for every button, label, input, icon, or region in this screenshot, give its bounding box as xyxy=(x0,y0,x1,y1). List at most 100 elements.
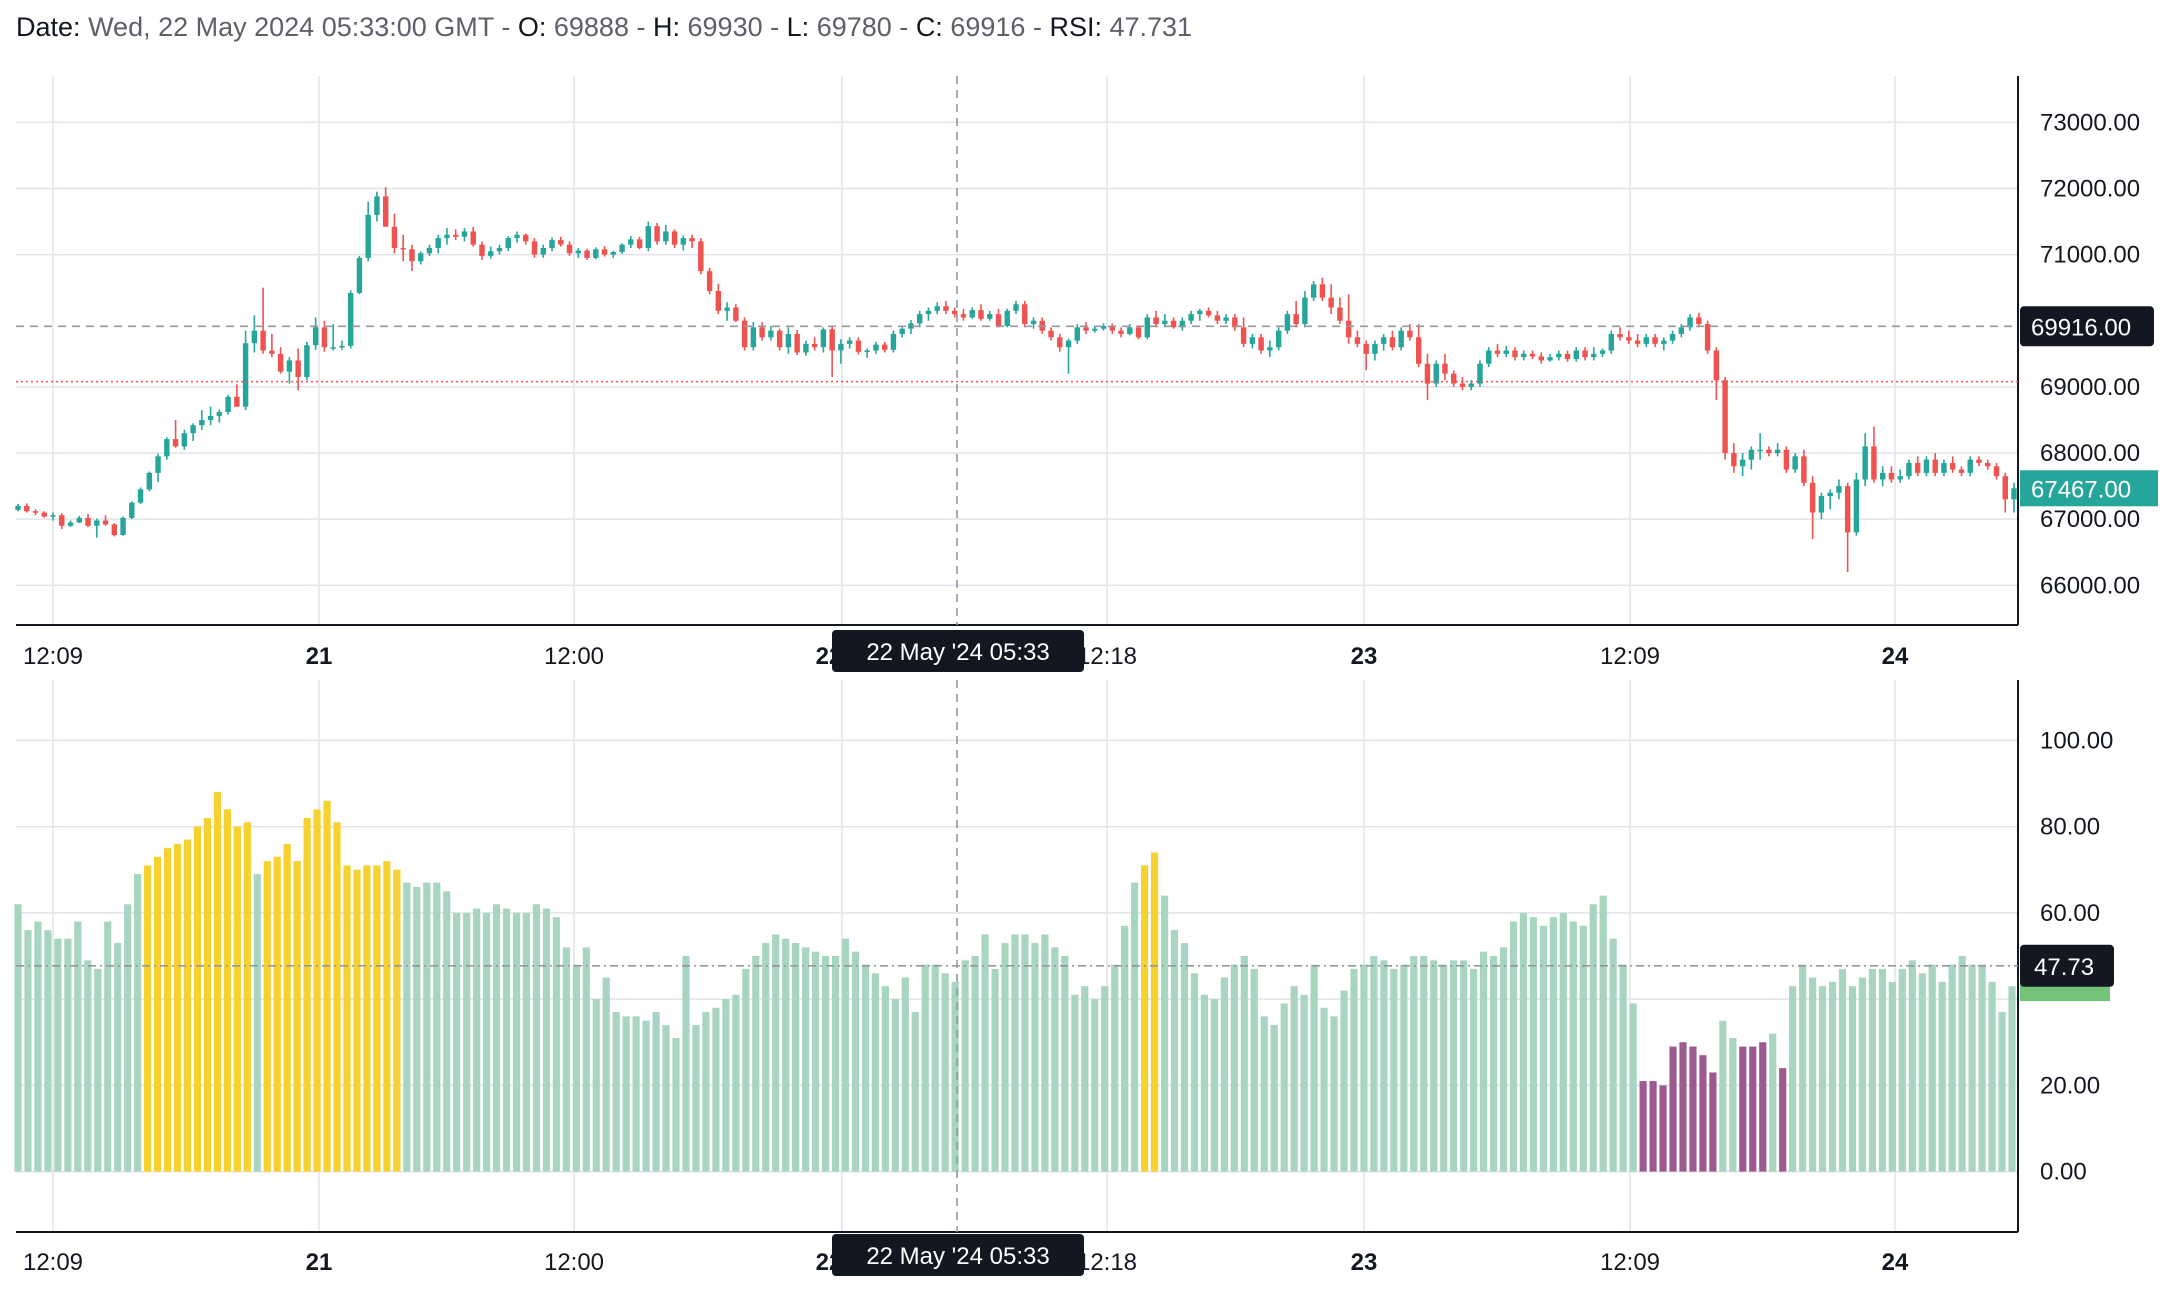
candle xyxy=(768,330,774,338)
rsi-bar xyxy=(203,818,212,1172)
candle xyxy=(312,327,319,346)
rsi-bar xyxy=(1290,986,1298,1172)
rsi-bar xyxy=(1669,1046,1677,1172)
rsi-bar xyxy=(961,960,969,1172)
candle xyxy=(409,249,415,262)
candle xyxy=(1451,373,1457,384)
separator: - xyxy=(501,12,511,42)
candle xyxy=(102,520,109,525)
close-label: C: xyxy=(915,12,943,42)
candle xyxy=(1188,314,1194,321)
candle xyxy=(1494,350,1501,354)
rsi-bar xyxy=(592,999,600,1172)
price-axis-tick-label: 69000.00 xyxy=(2040,374,2140,401)
candle xyxy=(952,310,958,315)
rsi-bar xyxy=(24,930,32,1172)
rsi-bar xyxy=(1789,986,1797,1172)
rsi-bar xyxy=(1509,921,1518,1172)
candle xyxy=(899,328,905,334)
open-value: 69888 xyxy=(553,12,629,42)
candle xyxy=(1135,327,1142,338)
rsi-bar xyxy=(1250,968,1258,1172)
rsi-bar xyxy=(1759,1042,1767,1172)
rsi-bar xyxy=(622,1016,630,1172)
candle xyxy=(1372,343,1378,354)
rsi-bar xyxy=(54,938,62,1172)
time-axis-tick-label: 12:00 xyxy=(544,643,604,670)
rsi-bar xyxy=(473,908,481,1172)
candle xyxy=(417,253,424,262)
candle xyxy=(838,343,844,351)
candle xyxy=(1591,353,1597,358)
candle xyxy=(908,323,914,329)
candle xyxy=(199,419,205,426)
candle xyxy=(636,239,643,248)
rsi-bar xyxy=(443,891,451,1172)
rsi-bar xyxy=(1579,925,1587,1172)
rsi-axis-tick-label: 60.00 xyxy=(2040,900,2100,927)
rsi-bar xyxy=(722,999,730,1172)
candle xyxy=(1661,340,1667,344)
candle xyxy=(698,241,704,272)
time-axis-tick-label: 12:09 xyxy=(1600,1249,1660,1276)
rsi-bar xyxy=(991,968,999,1172)
rsi-bar xyxy=(1539,925,1547,1172)
last-price-label-bg xyxy=(2020,470,2158,507)
candle xyxy=(549,240,555,248)
candle xyxy=(67,522,74,526)
rsi-label: RSI: xyxy=(1049,12,1102,42)
candle xyxy=(120,517,126,536)
rsi-bar xyxy=(891,999,899,1172)
candle xyxy=(1556,353,1562,358)
rsi-bar xyxy=(1649,1081,1657,1172)
candle xyxy=(1275,330,1282,348)
rsi-bar xyxy=(44,930,52,1172)
rsi-bar xyxy=(1878,968,1886,1172)
candle xyxy=(15,505,21,510)
candle xyxy=(960,314,967,318)
rsi-bar xyxy=(1549,917,1557,1172)
rsi-bar xyxy=(861,964,870,1172)
price-axis-tick-label: 71000.00 xyxy=(2040,242,2140,269)
candle xyxy=(1608,333,1615,351)
candle xyxy=(1249,337,1256,344)
candle xyxy=(1897,476,1903,480)
rsi-bar xyxy=(1081,986,1089,1172)
rsi-bar xyxy=(742,968,750,1172)
rsi-bar xyxy=(1011,934,1019,1172)
candle xyxy=(1127,327,1133,334)
candle xyxy=(1678,327,1685,334)
rsi-bar xyxy=(153,856,162,1172)
crosshair-rsi-label: 47.73 xyxy=(2034,954,2094,981)
rsi-bar xyxy=(1150,852,1159,1172)
rsi-bar xyxy=(502,908,511,1172)
rsi-bar xyxy=(672,1037,680,1172)
rsi-bar xyxy=(1230,964,1238,1172)
candle xyxy=(706,271,713,291)
candle xyxy=(1205,310,1212,316)
rsi-bar xyxy=(1350,968,1358,1172)
rsi-bar xyxy=(1629,1003,1637,1172)
rsi-bar xyxy=(1041,934,1049,1172)
candle xyxy=(435,238,441,248)
candle xyxy=(1757,449,1763,452)
time-axis-tick-label: 23 xyxy=(1351,643,1378,670)
candle xyxy=(1985,462,1991,467)
candle xyxy=(1818,496,1825,513)
rsi-bar xyxy=(1470,968,1478,1172)
candle xyxy=(1074,327,1080,341)
rsi-bar xyxy=(1818,986,1827,1172)
candle xyxy=(811,343,818,348)
rsi-bar xyxy=(782,938,790,1172)
rsi-bar xyxy=(692,1025,700,1172)
candle xyxy=(741,320,748,348)
candle xyxy=(601,249,608,255)
candle xyxy=(1013,304,1019,311)
rsi-bar xyxy=(1390,968,1398,1172)
rsi-bar xyxy=(1141,865,1149,1172)
candle xyxy=(1967,459,1973,473)
candle xyxy=(94,520,100,526)
candle xyxy=(1486,350,1492,364)
candle xyxy=(1109,326,1116,331)
